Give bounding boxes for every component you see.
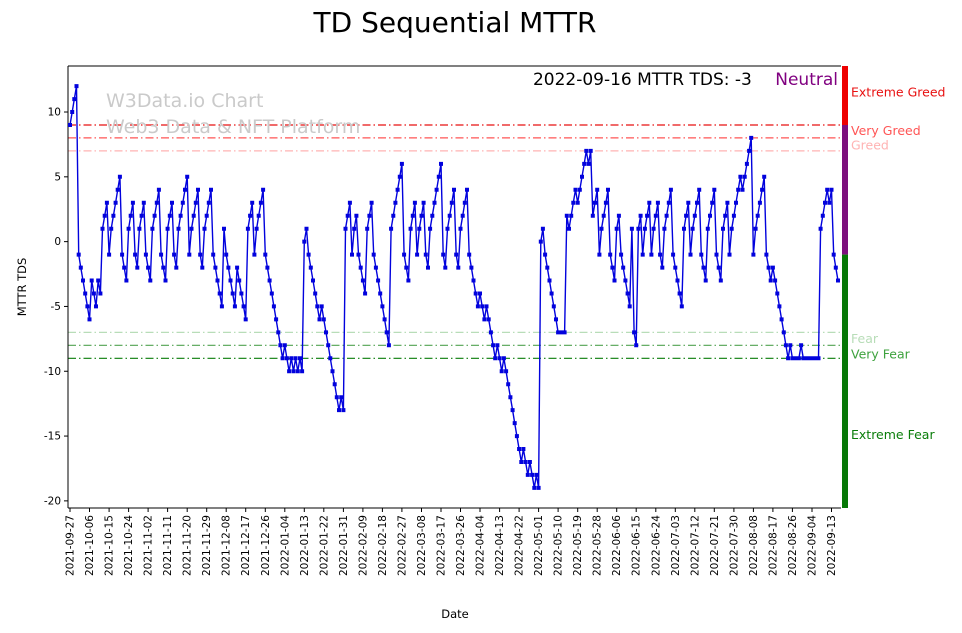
x-tick-label: 2022-04-04 [475,515,487,576]
x-axis-title: Date [441,607,469,621]
x-tick-label: 2022-08-17 [767,515,779,576]
x-tick-label: 2022-08-26 [787,515,799,576]
y-tick-label: 0 [54,236,61,248]
y-tick-label: -5 [51,301,61,313]
x-tick-label: 2022-04-13 [494,515,506,576]
zone-label: Extreme Greed [851,85,945,100]
watermark: W3Data.io Chart Web3 Data & NFT Platform [106,88,360,140]
x-tick-label: 2022-04-22 [514,515,526,576]
annotation-text: 2022-09-16 MTTR TDS: -3 [532,70,752,90]
y-tick-label: -20 [44,495,61,507]
x-tick-label: 2022-06-06 [611,515,623,576]
x-tick-label: 2022-03-17 [436,515,448,576]
x-tick-label: 2021-12-17 [240,515,252,576]
x-tick-label: 2022-05-19 [572,515,584,576]
x-tick-label: 2022-03-26 [455,515,467,576]
x-tick-label: 2022-01-13 [299,515,311,576]
x-tick-label: 2022-07-03 [670,515,682,576]
x-tick-label: 2022-09-04 [807,515,819,576]
zone-label: Fear [851,331,879,346]
sentiment-bar-segment [842,66,848,125]
x-tick-label: 2021-11-11 [162,515,174,576]
x-tick-label: 2021-11-02 [143,515,155,576]
zone-label: Greed [851,138,889,153]
sentiment-bar-segment [842,254,848,508]
x-tick-label: 2021-10-15 [104,515,116,576]
x-tick-label: 2022-02-18 [377,515,389,576]
x-tick-label: 2022-09-13 [826,515,838,576]
zone-label: Very Greed [851,123,921,138]
x-tick-label: 2022-08-08 [748,515,760,576]
y-axis-title: MTTR TDS [15,257,29,317]
series-line [69,85,839,489]
x-tick-label: 2022-02-09 [357,515,369,576]
x-tick-label: 2022-06-15 [631,515,643,576]
x-tick-label: 2021-11-29 [201,515,213,576]
x-tick-label: 2022-07-12 [689,515,701,576]
y-tick-label: -10 [44,366,61,378]
y-tick-label: 10 [48,107,61,119]
x-tick-label: 2022-01-04 [279,515,291,576]
zone-label: Very Fear [851,346,911,361]
x-tick-label: 2022-01-31 [338,515,350,576]
x-tick-label: 2022-05-01 [533,515,545,576]
x-tick-label: 2021-12-08 [221,515,233,576]
current-reading: 2022-09-16 MTTR TDS: -3 Neutral [533,70,838,90]
y-tick-label: 5 [54,171,61,183]
x-tick-label: 2022-07-21 [709,515,721,576]
zone-label: Extreme Fear [851,427,935,442]
x-tick-label: 2022-01-22 [318,515,330,576]
annotation-status: Neutral [775,70,838,90]
x-tick-label: 2021-11-20 [182,515,194,576]
x-tick-label: 2022-03-08 [416,515,428,576]
watermark-line1: W3Data.io Chart [106,90,264,112]
watermark-line2: Web3 Data & NFT Platform [106,116,361,138]
x-tick-label: 2021-10-24 [123,515,135,576]
x-tick-label: 2021-12-26 [260,515,272,576]
x-tick-label: 2022-05-10 [553,515,565,576]
y-tick-label: -15 [44,431,61,443]
x-tick-label: 2021-10-06 [84,515,96,576]
x-tick-label: 2022-06-24 [650,515,662,576]
chart-title: TD Sequential MTTR [313,6,597,39]
x-tick-label: 2021-09-27 [65,515,77,576]
series-markers [68,84,840,490]
x-tick-label: 2022-02-27 [396,515,408,576]
sentiment-bar-segment [842,125,848,255]
x-tick-label: 2022-05-28 [592,515,604,576]
x-tick-label: 2022-07-30 [728,515,740,576]
